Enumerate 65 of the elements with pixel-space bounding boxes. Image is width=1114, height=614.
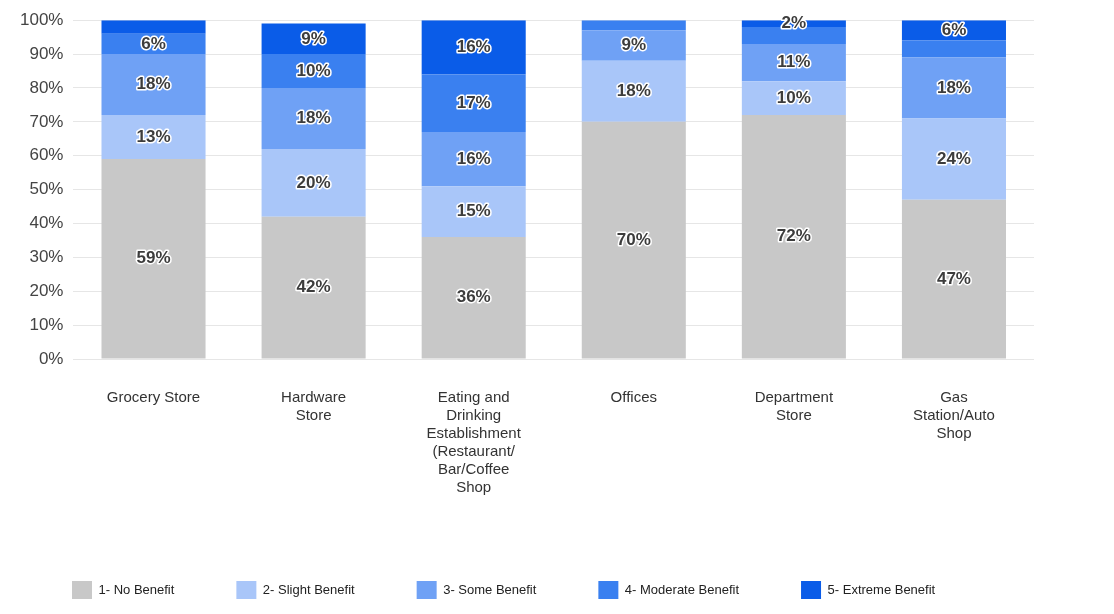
x-tick-label: Grocery Store (106, 388, 201, 406)
bar (901, 118, 1006, 200)
data-label: 6% (141, 33, 166, 53)
bar (421, 132, 526, 187)
data-label: 16% (456, 148, 491, 168)
data-label: 9% (621, 35, 647, 55)
legend-label: 1- No Benefit (98, 581, 175, 597)
data-label: 18% (936, 77, 971, 97)
y-tick-label: 10% (29, 314, 64, 334)
x-tick-label: Department Store (754, 388, 834, 424)
y-tick-label: 60% (29, 145, 64, 165)
data-label: 72% (776, 226, 811, 246)
bar (901, 199, 1006, 359)
y-tick-label: 80% (29, 77, 64, 97)
x-tick-label: Offices (610, 388, 657, 406)
legend-label: 5- Extreme Benefit (827, 581, 936, 597)
bar (421, 186, 526, 238)
bar (581, 121, 686, 359)
data-label: 13% (136, 126, 171, 146)
y-tick-label: 30% (29, 247, 64, 267)
legend-label: 2- Slight Benefit (262, 581, 356, 597)
legend-label: 3- Some Benefit (443, 581, 537, 597)
data-label: 18% (296, 108, 331, 128)
bar (581, 30, 686, 61)
data-label: 10% (776, 87, 811, 107)
x-tick-label: Eating and Drinking Establishment (Restaurant/Bar/Coffee Shop (426, 388, 522, 496)
y-tick-label: 20% (29, 280, 64, 300)
x-tick-label: Gas Station/Auto Shop (913, 388, 995, 442)
bar (901, 40, 1006, 58)
data-label: 17% (456, 92, 491, 112)
bar (261, 216, 366, 359)
bar (261, 148, 366, 217)
bar (101, 54, 206, 116)
data-label: 10% (296, 60, 331, 80)
data-label: 20% (296, 172, 331, 192)
data-label: 70% (616, 229, 651, 249)
x-tick-label: Hardware Store (281, 388, 347, 424)
bar (261, 87, 366, 149)
data-label: 18% (616, 81, 651, 101)
y-tick-label: 50% (29, 179, 64, 199)
data-label: 36% (456, 287, 491, 307)
y-tick-label: 40% (29, 213, 64, 233)
bar (101, 159, 206, 359)
data-label: 11% (777, 52, 811, 72)
data-label: 24% (936, 148, 971, 168)
bar (741, 115, 846, 359)
bar (741, 26, 846, 44)
data-label: 15% (456, 201, 491, 221)
data-label: 6% (941, 20, 967, 40)
bar (101, 20, 206, 34)
bar (581, 60, 686, 122)
bar (421, 237, 526, 359)
y-tick-label: 90% (29, 43, 64, 63)
y-tick-label: 70% (29, 111, 64, 131)
y-tick-label: 100% (20, 9, 64, 29)
bar (421, 74, 526, 132)
legend-label: 4- Moderate Benefit (624, 581, 740, 597)
data-label: 47% (936, 268, 971, 288)
data-label: 16% (456, 36, 491, 56)
data-label: 59% (136, 248, 171, 268)
bar (901, 57, 1006, 119)
data-label: 9% (301, 28, 326, 48)
data-label: 18% (136, 74, 171, 94)
data-label: 42% (296, 277, 331, 297)
y-tick-label: 0% (38, 348, 64, 368)
